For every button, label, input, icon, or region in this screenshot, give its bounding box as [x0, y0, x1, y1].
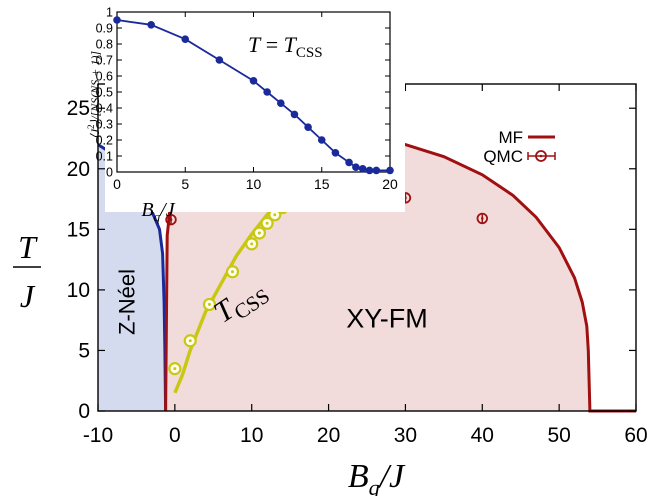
inset-y-tick-label: 0.1 [96, 150, 113, 164]
qmc-point-center [480, 217, 484, 220]
tcss-qmc-point-center [188, 339, 192, 343]
inset-data-point [304, 123, 312, 131]
inset-data-point [352, 163, 360, 171]
inset-data-point [365, 166, 374, 175]
y-tick-label: 0 [78, 400, 90, 423]
y-tick-label: 25 [67, 97, 90, 120]
z-neel-region-label: Z-Néel [114, 269, 139, 335]
x-tick-label: 60 [624, 424, 647, 447]
svg-text:Bq/J: Bq/J [348, 458, 406, 496]
inset-x-tick-label: 0 [113, 176, 121, 192]
y-tick-label: 15 [67, 218, 90, 241]
inset-y-tick-label: 0.8 [96, 38, 113, 52]
inset-x-tick-label: 10 [246, 176, 262, 192]
y-tick-label: 10 [67, 279, 90, 302]
main-xlabel: Bq/J [348, 458, 406, 496]
xy-fm-region-label: XY-FM [346, 303, 428, 333]
inset-data-point [263, 88, 271, 96]
main-ylabel: T J [13, 229, 41, 314]
x-tick-label: 30 [394, 424, 417, 447]
x-tick-label: -10 [83, 424, 113, 447]
inset-y-tick-label: 0.2 [96, 134, 113, 148]
qmc-point [476, 212, 488, 225]
inset-data-point [215, 56, 224, 64]
inset-y-tick-label: 0.6 [96, 70, 113, 84]
svg-text:⟨J2⟩/[NS(NS + 1)]: ⟨J2⟩/[NS(NS + 1)] [86, 51, 102, 139]
inset-y-tick-label: 0.3 [96, 118, 113, 132]
inset-y-tick-label: 0.5 [96, 86, 113, 100]
y-tick-label: 20 [67, 158, 90, 181]
inset-y-tick-label: 1 [106, 6, 113, 20]
inset-x-tick-label: 20 [382, 176, 398, 192]
legend-qmc-marker [527, 150, 556, 162]
inset-data-point [249, 77, 258, 85]
inset-data-point [345, 158, 353, 167]
svg-text:T: T [18, 229, 38, 265]
qmc-point [165, 213, 177, 226]
inset-data-point [277, 99, 285, 107]
tcss-qmc-point-center [207, 302, 211, 306]
inset-y-tick-label: 0.7 [96, 54, 113, 68]
y-tick-label: 5 [78, 339, 90, 362]
inset-x-tick-label: 5 [181, 176, 189, 192]
inset-data-point [372, 166, 381, 175]
qmc-point-center [169, 218, 173, 221]
inset-data-point [317, 136, 326, 144]
legend: MF QMC [483, 128, 556, 166]
inset-data-point [386, 166, 394, 175]
svg-text:J: J [20, 278, 36, 314]
legend-qmc-label: QMC [483, 147, 523, 166]
inset-data-point [290, 110, 299, 119]
tcss-qmc-point-center [273, 213, 277, 217]
x-tick-label: 20 [317, 424, 340, 447]
inset-background [105, 2, 405, 212]
inset-data-point [331, 149, 340, 157]
tcss-qmc-point-center [250, 242, 254, 246]
inset-data-point [358, 165, 367, 173]
inset-ylabel: ⟨J2⟩/[NS(NS + 1)] [86, 51, 102, 139]
inset-y-tick-label: 0 [106, 166, 113, 180]
inset-data-point [181, 35, 190, 43]
x-tick-label: 0 [169, 424, 181, 447]
legend-mf-label: MF [498, 128, 523, 147]
inset-data-point [113, 16, 121, 24]
tcss-qmc-point-center [231, 270, 234, 274]
x-tick-label: 40 [471, 424, 494, 447]
inset-series [113, 16, 394, 175]
x-tick-label: 50 [547, 424, 570, 447]
inset-y-tick-label: 0.4 [96, 102, 113, 116]
inset-data-point [147, 21, 155, 29]
inset-y-tick-label: 0.9 [96, 22, 113, 36]
tcss-qmc-point-center [257, 231, 261, 235]
x-tick-label: 10 [240, 424, 263, 447]
tcss-qmc-point-center [173, 367, 177, 371]
inset-x-tick-label: 15 [314, 176, 330, 192]
tcss-qmc-point-center [265, 221, 269, 225]
